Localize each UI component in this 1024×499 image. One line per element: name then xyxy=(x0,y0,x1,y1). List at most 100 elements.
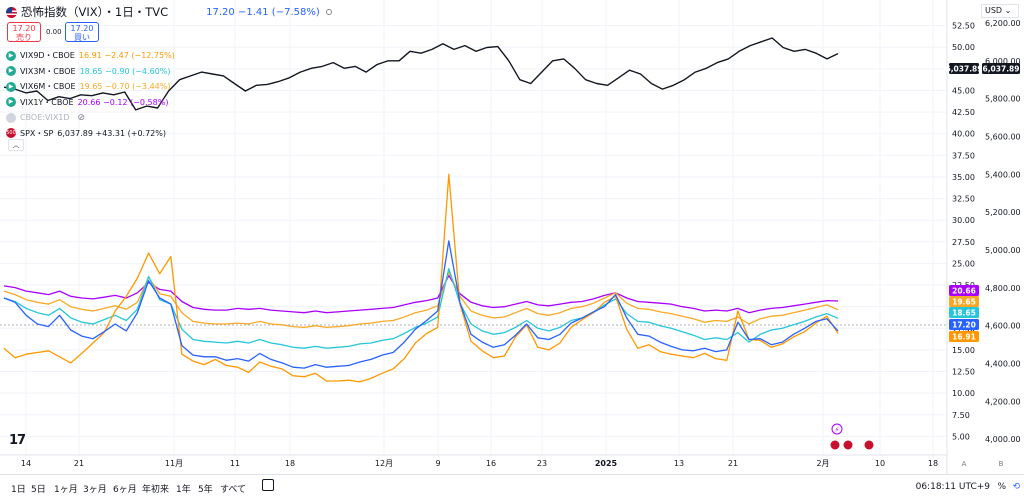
series-line xyxy=(3,267,839,349)
range-1d[interactable]: 1日 xyxy=(11,485,26,495)
legend-row-vix1d[interactable]: CBOE:VIX1D ⊘ xyxy=(6,110,175,126)
series-layer xyxy=(3,37,839,383)
legend-row-spx[interactable]: 500 SPX・SP 6,037.89 +43.31 (+0.72%) xyxy=(6,126,175,142)
left-axis-tick: 10.00 xyxy=(952,389,975,398)
sell-label: 売り xyxy=(16,33,32,42)
price-tag xyxy=(949,296,979,307)
sell-button[interactable]: 17.20 売り xyxy=(7,22,41,42)
us-flag-icon xyxy=(6,6,17,18)
time-axis-labels: 14 21 11月 11 18 12月 9 16 23 2025 13 21 2月 10 18 A B xyxy=(21,459,1004,468)
last-price: 17.20 xyxy=(206,6,235,18)
auto-scale-toggle[interactable]: ⟲ xyxy=(1012,482,1020,492)
log-scale-toggle[interactable]: % xyxy=(997,482,1006,492)
price-tags: 6,037.89 20.66 19.65 18.65 17.20 16.91 6,037.8… xyxy=(945,63,1020,342)
left-scale-labels: 52.5050.0047.5045.0042.5040.0037.5035.00… xyxy=(952,22,975,442)
buy-label: 買い xyxy=(74,33,90,42)
right-axis-tick: 4,600.00 xyxy=(985,322,1021,331)
range-5d[interactable]: 5日 xyxy=(31,485,46,495)
legend-values: 20.66 −0.12 (−0.58%) xyxy=(77,97,169,107)
time-axis-tick: 13 xyxy=(674,459,684,468)
series-line xyxy=(3,271,839,329)
play-icon[interactable]: ▶ xyxy=(6,97,16,108)
time-axis-tick: 9 xyxy=(435,459,440,468)
range-5y[interactable]: 5年 xyxy=(198,485,213,495)
time-axis-tick: 2025 xyxy=(595,459,618,468)
series-line xyxy=(3,274,839,314)
right-axis-tick: 5,400.00 xyxy=(985,170,1021,179)
left-axis-tick: 12.50 xyxy=(952,368,975,377)
legend-values: 19.65 −0.70 (−3.44%) xyxy=(79,82,171,92)
spx-price-tag-label: 6,037.89 xyxy=(982,65,1019,74)
calendar-icon[interactable] xyxy=(262,479,274,491)
tv-logo-icon[interactable]: 17 xyxy=(9,433,26,448)
legend-row-vix1y[interactable]: ▶ VIX1Y・CBOE 20.66 −0.12 (−0.58%) xyxy=(6,95,175,111)
hidden-series-icon[interactable] xyxy=(6,112,16,123)
left-axis-tick: 50.00 xyxy=(952,43,975,52)
left-axis-tick: 37.50 xyxy=(952,151,975,160)
time-axis-tick: 14 xyxy=(21,459,31,468)
legend-row-vix6m[interactable]: ▶ VIX6M・CBOE 19.65 −0.70 (−3.44%) xyxy=(6,79,175,95)
play-icon[interactable]: ▶ xyxy=(6,50,16,61)
legend-row-vix9d[interactable]: ▶ VIX9D・CBOE 16.91 −2.47 (−12.75%) xyxy=(6,48,175,64)
legend-name: VIX9D・CBOE xyxy=(20,51,75,61)
price-tag-label: 17.20 xyxy=(952,321,976,330)
range-ytd[interactable]: 年初来 xyxy=(142,485,170,495)
legend-name: SPX・SP xyxy=(20,128,54,138)
left-axis-tick: 15.00 xyxy=(952,346,975,355)
right-axis-tick: 4,000.00 xyxy=(985,435,1021,444)
spx-logo-icon[interactable]: 500 xyxy=(6,128,16,139)
event-us-flag-icon xyxy=(863,439,875,451)
buy-button[interactable]: 17.20 買い xyxy=(65,22,99,42)
range-all[interactable]: すべて xyxy=(220,485,247,495)
right-axis-tick: 6,200.00 xyxy=(985,19,1021,28)
series-line xyxy=(3,37,839,111)
price-tag xyxy=(949,331,979,342)
right-axis-tick: 4,400.00 xyxy=(985,359,1021,368)
legend-values: 16.91 −2.47 (−12.75%) xyxy=(78,51,175,61)
left-axis-tick: 52.50 xyxy=(952,22,975,31)
price-tag xyxy=(949,285,979,296)
bottom-toolbar: 1日 5日 1ヶ月 3ヶ月 6ヶ月 年初来 1年 5年 すべて 06:18:11… xyxy=(0,474,1024,499)
range-1m[interactable]: 1ヶ月 xyxy=(54,485,78,495)
series-line xyxy=(3,173,839,383)
axis-b-label: B xyxy=(999,460,1004,468)
left-axis-tick: 27.50 xyxy=(952,238,975,247)
time-axis-tick: 11 xyxy=(230,459,240,468)
play-icon[interactable]: ▶ xyxy=(6,66,16,77)
time-axis-tick: 23 xyxy=(537,459,547,468)
right-axis-tick: 6,000.00 xyxy=(985,57,1021,66)
left-axis-tick: 25.00 xyxy=(952,259,975,268)
symbol-title[interactable]: 恐怖指数（VIX）・1日・TVC xyxy=(21,5,169,19)
range-6m[interactable]: 6ヶ月 xyxy=(113,485,137,495)
left-axis-tick: 45.00 xyxy=(952,86,975,95)
event-markers: ⚡ xyxy=(829,423,875,451)
price-tag xyxy=(949,307,979,318)
clock[interactable]: 06:18:11 UTC+9 xyxy=(915,482,990,492)
legend-row-vix3m[interactable]: ▶ VIX3M・CBOE 18.65 −0.90 (−4.60%) xyxy=(6,64,175,80)
event-us-flag-icon xyxy=(842,439,854,451)
right-axis-tick: 5,000.00 xyxy=(985,246,1021,255)
price-change: −1.41 xyxy=(237,6,269,18)
collapse-legend-button[interactable]: ︿ xyxy=(8,139,24,151)
right-axis-tick: 5,600.00 xyxy=(985,132,1021,141)
play-icon[interactable]: ▶ xyxy=(6,81,16,92)
eye-off-icon[interactable]: ⊘ xyxy=(77,112,86,123)
time-axis-tick: 18 xyxy=(285,459,295,468)
time-axis-tick: 10 xyxy=(875,459,885,468)
market-status-icon[interactable] xyxy=(325,9,332,15)
right-axis-tick: 5,800.00 xyxy=(985,95,1021,104)
symbol-header[interactable]: 恐怖指数（VIX）・1日・TVC 17.20 −1.41 (−7.58%) xyxy=(6,4,332,20)
time-axis-tick: 21 xyxy=(728,459,738,468)
event-lightning-icon xyxy=(831,423,843,435)
indicator-legend: ▶ VIX9D・CBOE 16.91 −2.47 (−12.75%) ▶ VIX… xyxy=(6,48,175,141)
price-tag-label: 6,037.89 xyxy=(945,65,982,74)
range-3m[interactable]: 3ヶ月 xyxy=(83,485,107,495)
price-tag-label: 19.65 xyxy=(952,298,976,307)
currency-selector[interactable]: USD ⌄ xyxy=(981,4,1019,18)
price-tag-label: 20.66 xyxy=(952,287,976,296)
left-axis-tick: 32.50 xyxy=(952,195,975,204)
legend-name: VIX3M・CBOE xyxy=(20,66,76,76)
range-1y[interactable]: 1年 xyxy=(176,485,191,495)
spx-price-tag xyxy=(982,63,1020,74)
